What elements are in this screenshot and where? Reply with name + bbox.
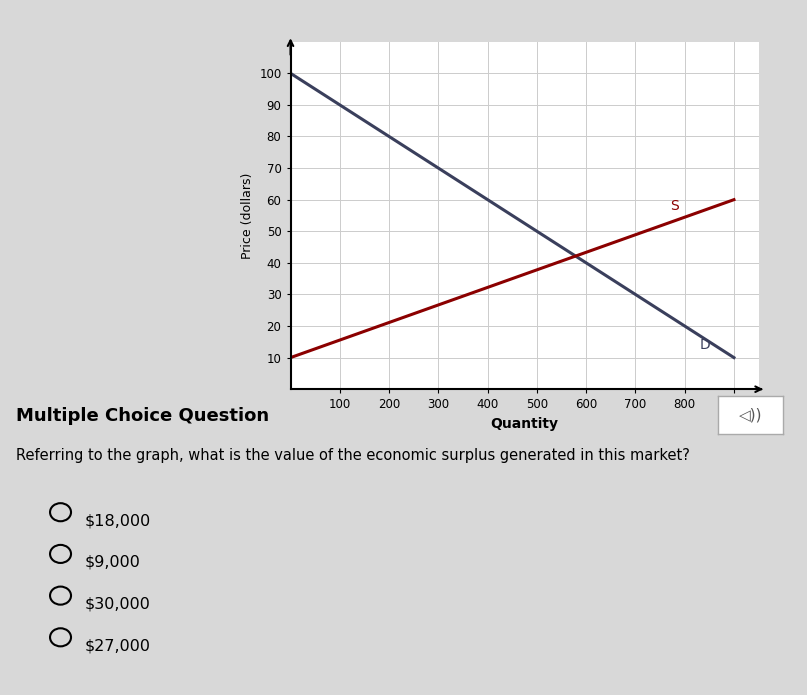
- Text: S: S: [670, 199, 679, 213]
- Text: ◁)): ◁)): [738, 408, 763, 423]
- Text: $18,000: $18,000: [85, 513, 151, 528]
- Y-axis label: Price (dollars): Price (dollars): [240, 172, 253, 259]
- Text: $30,000: $30,000: [85, 596, 151, 612]
- Text: D: D: [700, 338, 710, 352]
- Text: Referring to the graph, what is the value of the economic surplus generated in t: Referring to the graph, what is the valu…: [16, 448, 690, 464]
- Text: $9,000: $9,000: [85, 555, 140, 570]
- X-axis label: Quantity: Quantity: [491, 417, 558, 431]
- Text: $27,000: $27,000: [85, 638, 151, 653]
- Text: Multiple Choice Question: Multiple Choice Question: [16, 407, 270, 425]
